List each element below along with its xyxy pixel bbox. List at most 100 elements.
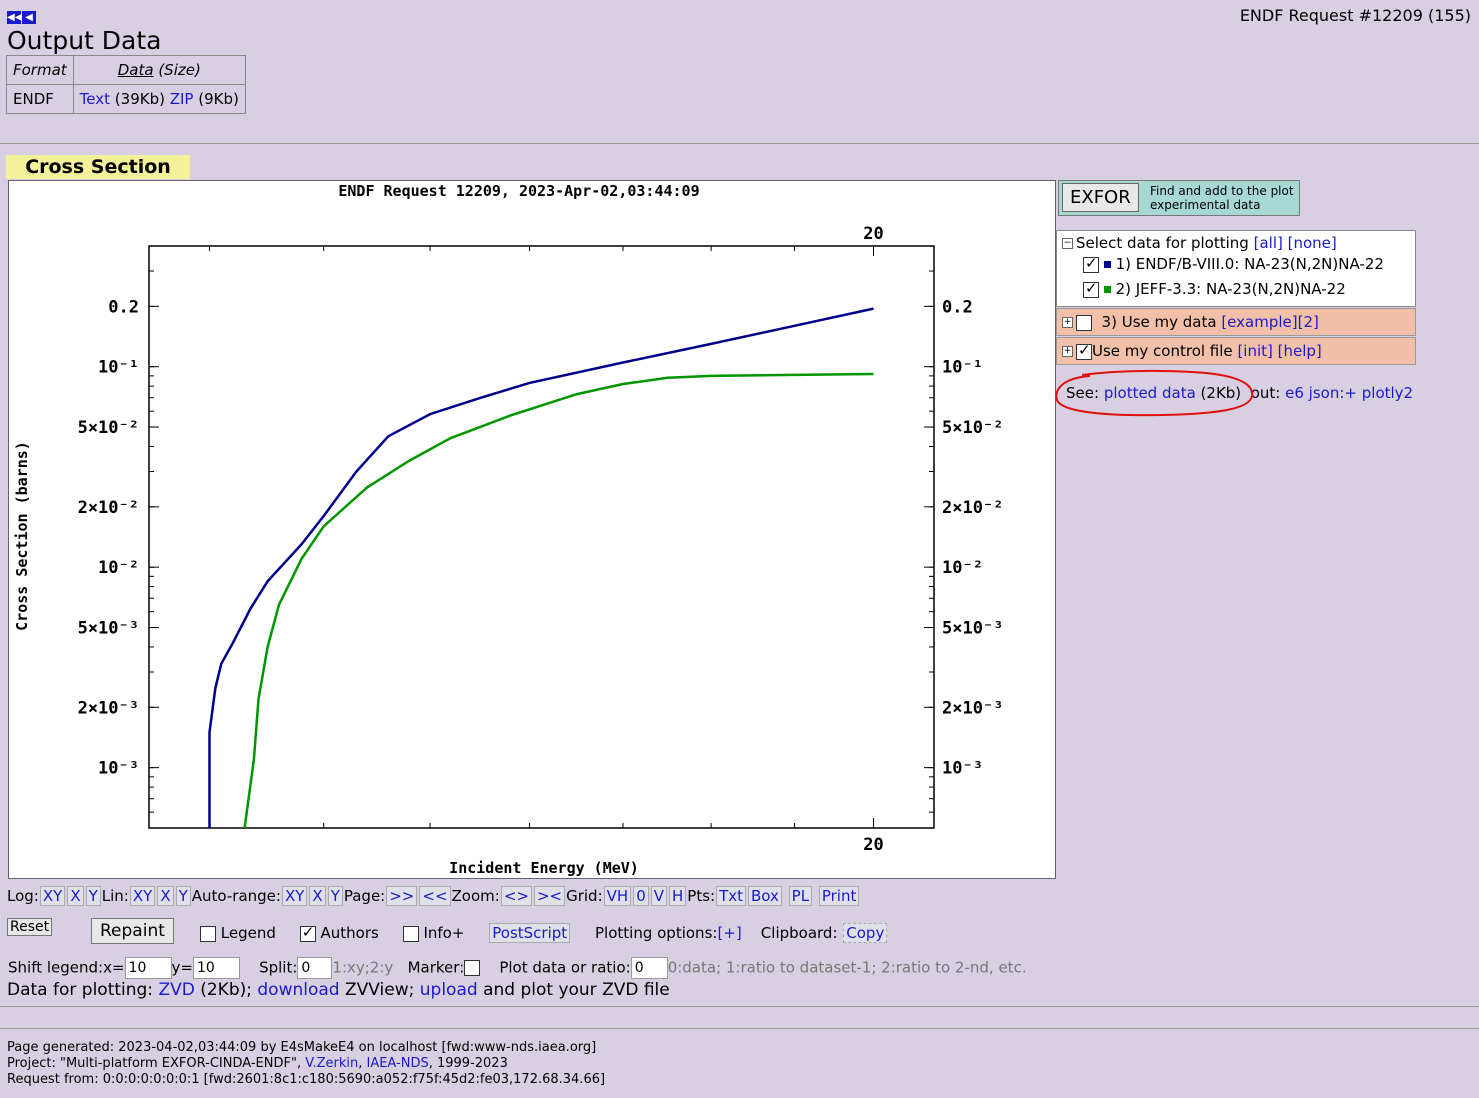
zvd-link[interactable]: ZVD [158, 980, 195, 1000]
dataset-2-label: 2) JEFF-3.3: NA-23(N,2N)NA-22 [1115, 280, 1346, 298]
pl-button[interactable]: PL [788, 886, 813, 906]
reset-button[interactable]: Reset [7, 918, 53, 936]
shift-x-input[interactable]: 10 [124, 957, 172, 979]
zip-link[interactable]: ZIP [169, 90, 194, 108]
plot-options-row: Legend Authors Info+ PostScript Plotting… [200, 923, 888, 943]
control-file-checkbox[interactable] [1076, 341, 1092, 360]
zvd-size: (2Kb); [200, 980, 252, 1000]
exfor-panel: EXFOR Find and add to the plot experiment… [1058, 180, 1300, 216]
select-none-link[interactable]: [none] [1287, 234, 1337, 252]
plotting-options-label: Plotting options: [595, 924, 718, 942]
authors-checkbox[interactable] [299, 923, 316, 942]
log-x-button[interactable]: X [67, 886, 84, 906]
select-all-link[interactable]: [all] [1253, 234, 1283, 252]
lin-y-button[interactable]: Y [175, 886, 191, 906]
text-link[interactable]: Text [79, 90, 111, 108]
select-data-panel: −Select data for plotting [all] [none] 1… [1056, 230, 1416, 307]
data-cell: Text (39Kb) ZIP (9Kb) [72, 84, 246, 114]
marker-checkbox[interactable] [464, 960, 481, 976]
grid-vh-button[interactable]: VH [603, 886, 632, 906]
pts-txt-button[interactable]: Txt [716, 886, 746, 906]
see-label: See: [1066, 384, 1100, 402]
page-prev-button[interactable]: << [419, 886, 451, 906]
auto-y-button[interactable]: Y [327, 886, 343, 906]
json-link[interactable]: json:+ [1308, 384, 1357, 402]
log-y-button[interactable]: Y [85, 886, 101, 906]
dataset-1-checkbox[interactable] [1083, 254, 1099, 273]
data-sort-link[interactable]: Data [117, 61, 154, 79]
page-next-button[interactable]: >> [386, 886, 418, 906]
authors-label: Authors [320, 924, 379, 942]
size-header: (Size) [158, 61, 201, 79]
footer-request: Request from: 0:0:0:0:0:0:0:1 [fwd:2601:… [7, 1072, 606, 1087]
help-link[interactable]: [help] [1277, 342, 1322, 360]
lin-label: Lin: [101, 887, 129, 905]
log-label: Log: [7, 887, 39, 905]
auto-xy-button[interactable]: XY [281, 886, 308, 906]
exfor-button[interactable]: EXFOR [1062, 183, 1139, 212]
split-input[interactable]: 0 [297, 957, 333, 979]
collapse-icon[interactable]: − [1062, 238, 1073, 249]
lin-x-button[interactable]: X [157, 886, 174, 906]
upload-link[interactable]: upload [419, 980, 478, 1000]
print-button[interactable]: Print [818, 886, 860, 906]
format-cell: ENDF [6, 84, 74, 114]
format-header: Format [6, 55, 74, 85]
my-data-row: + 3) Use my data [example][2] [1056, 308, 1416, 336]
plotly-link[interactable]: plotly2 [1361, 384, 1414, 402]
first-page-icon[interactable]: ◀◀ [7, 11, 23, 24]
marker-label: Marker: [407, 958, 465, 977]
zvd-suffix: and plot your ZVD file [483, 980, 670, 1000]
my-data-label: 3) Use my data [1101, 313, 1217, 331]
prev-page-icon[interactable]: ◀ [22, 11, 36, 24]
e6-link[interactable]: e6 [1285, 384, 1304, 402]
copy-button[interactable]: Copy [843, 923, 888, 943]
select-label: Select data for plotting [1076, 234, 1249, 252]
x-axis-label: Incident Energy (MeV) [449, 859, 639, 877]
ratio-input[interactable]: 0 [630, 957, 668, 979]
plot-area[interactable]: ENDF Request 12209, 2023-Apr-02,03:44:09… [8, 180, 1056, 879]
org-link[interactable]: IAEA-NDS [366, 1056, 429, 1071]
my-data-checkbox[interactable] [1076, 314, 1092, 331]
y-tick-label: 5×10⁻³ [942, 619, 1003, 639]
shift-y-input[interactable]: 10 [193, 957, 240, 979]
expand-icon[interactable]: + [1062, 317, 1073, 328]
init-link[interactable]: [init] [1237, 342, 1273, 360]
repaint-button[interactable]: Repaint [91, 918, 174, 944]
info-checkbox[interactable] [402, 925, 419, 942]
zvd-prefix: Data for plotting: [7, 980, 154, 1000]
grid-0-button[interactable]: 0 [633, 886, 649, 906]
split-hint: 1:xy;2:y [332, 958, 394, 977]
example-2-link[interactable]: [2] [1297, 313, 1319, 331]
legend-checkbox[interactable] [200, 925, 216, 942]
zoom-out-button[interactable]: >< [533, 886, 566, 906]
expand-icon[interactable]: + [1062, 346, 1073, 357]
author-link[interactable]: V.Zerkin [305, 1056, 359, 1071]
y-tick-label: 2×10⁻² [78, 498, 139, 518]
data-header: Data (Size) [72, 55, 246, 85]
zip-size: (9Kb) [198, 90, 239, 108]
plotted-data-link[interactable]: plotted data [1103, 384, 1196, 402]
zoom-in-button[interactable]: <> [500, 886, 532, 906]
lin-xy-button[interactable]: XY [129, 886, 156, 906]
pts-box-button[interactable]: Box [748, 886, 782, 906]
y-tick-label: 5×10⁻² [942, 418, 1003, 438]
divider [0, 143, 1479, 144]
example-link[interactable]: [example] [1221, 313, 1298, 331]
grid-label: Grid: [566, 887, 603, 905]
download-link[interactable]: download [257, 980, 340, 1000]
plotting-options-expand[interactable]: [+] [717, 924, 742, 942]
series-line-2 [243, 372, 874, 829]
series-1-swatch [1103, 261, 1111, 268]
legend-label: Legend [220, 924, 276, 942]
zvview-label: ZVView; [345, 980, 415, 1000]
grid-h-button[interactable]: H [669, 886, 687, 906]
section-tab[interactable]: Cross Section [6, 155, 190, 179]
dataset-2-checkbox[interactable] [1083, 279, 1099, 298]
postscript-button[interactable]: PostScript [489, 923, 571, 943]
grid-v-button[interactable]: V [650, 886, 667, 906]
split-label: Split: [259, 958, 298, 977]
auto-x-button[interactable]: X [309, 886, 326, 906]
nav-buttons: ◀◀ ◀ [7, 6, 37, 24]
log-xy-button[interactable]: XY [39, 886, 66, 906]
